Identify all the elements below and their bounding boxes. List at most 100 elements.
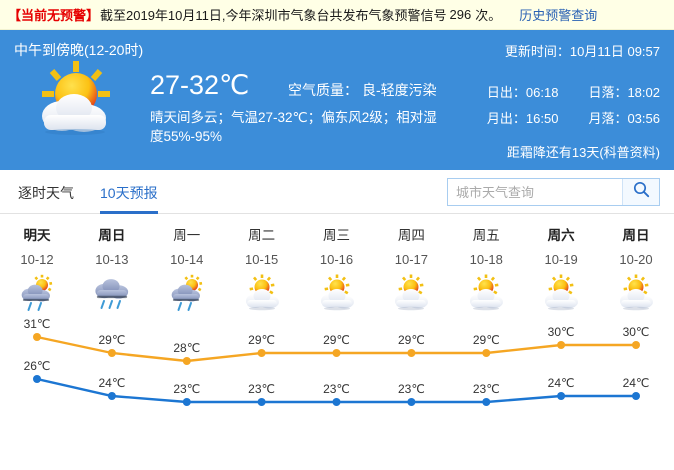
current-temperature: 27-32℃ [150, 70, 250, 100]
sun-behind-cloud-icon [453, 273, 519, 315]
temperature-point [332, 349, 341, 357]
temperature-label: 23℃ [173, 382, 200, 396]
alert-tag: 【当前无预警】 [8, 8, 100, 23]
temperature-label: 23℃ [473, 382, 500, 396]
forecast-day-name: 周三 [323, 228, 350, 243]
forecast-day-name: 周日 [622, 228, 650, 243]
sunset-label: 日落： [588, 85, 628, 100]
temperature-line [36, 377, 636, 404]
moonset-entry: 月落：03:56 [588, 108, 660, 127]
temperature-point [182, 398, 191, 406]
air-quality-value: 良-轻度污染 [362, 82, 437, 98]
moonrise-value: 16:50 [525, 111, 559, 126]
forecast-day-name: 周一 [173, 228, 201, 243]
sun-behind-cloud-icon [229, 273, 295, 315]
temperature-label: 30℃ [623, 325, 650, 339]
temperature-label: 29℃ [98, 333, 125, 347]
moonrise-label: 月出： [486, 111, 526, 126]
forecast-day-name: 周日 [98, 228, 126, 243]
temperature-point [482, 349, 491, 357]
temperature-label: 31℃ [24, 317, 51, 331]
alert-banner: 【当前无预警】 截至2019年10月11日,今年深圳市气象台共发布气象预警信号 … [0, 0, 674, 30]
forecast-day-date: 10-17 [394, 252, 428, 267]
temperature-label: 26℃ [24, 359, 51, 373]
temperature-label: 24℃ [98, 376, 125, 390]
alert-count: 296 [449, 7, 472, 22]
temperature-point [557, 341, 566, 349]
temperature-point [407, 349, 416, 357]
temperature-label: 29℃ [323, 333, 350, 347]
forecast-day-name: 周二 [248, 228, 276, 243]
sun-behind-cloud-icon [378, 273, 444, 315]
update-time: 更新时间：10月11日 09:57 [505, 41, 660, 60]
forecast-day-name: 周四 [397, 228, 425, 243]
forecast-day-column[interactable]: 周六 10-19 [528, 214, 594, 315]
forecast-day-column[interactable]: 周日 10-20 [603, 214, 669, 315]
forecast-day-column[interactable]: 周四 10-17 [378, 214, 444, 315]
temperature-point [33, 333, 41, 341]
temperature-point [257, 398, 266, 406]
temperature-label: 30℃ [548, 325, 575, 339]
alert-text: 截至2019年10月11日,今年深圳市气象台共发布气象预警信号 [100, 8, 447, 23]
cloud-shower-icon [79, 273, 145, 315]
sunset-value: 18:02 [627, 85, 660, 100]
temperature-point [182, 357, 191, 365]
forecast-day-column[interactable]: 周一 10-14 [154, 214, 220, 315]
forecast-day-date: 10-19 [544, 252, 578, 267]
solar-term-note[interactable]: 距霜降还有13天(科普资料) [506, 145, 660, 160]
temperature-label: 23℃ [398, 382, 425, 396]
forecast-day-name: 明天 [23, 228, 51, 243]
temperature-point [107, 392, 116, 400]
forecast-period-label: 中午到傍晚(12-20时) [14, 42, 144, 58]
temperature-label: 23℃ [323, 382, 350, 396]
forecast-day-column[interactable]: 周三 10-16 [304, 214, 370, 315]
forecast-day-date: 10-20 [619, 252, 653, 267]
sunset-entry: 日落：18:02 [588, 82, 660, 101]
sun-behind-cloud-icon [304, 273, 370, 315]
temperature-point [332, 398, 341, 406]
weather-description: 晴天间多云；气温27-32℃；偏东风2级；相对湿度55%-95% [150, 110, 437, 144]
temperature-label: 24℃ [623, 376, 650, 390]
tab-ten-day-forecast[interactable]: 10天预报 [100, 183, 158, 214]
search-input[interactable] [448, 179, 622, 205]
forecast-day-column[interactable]: 周二 10-15 [229, 214, 295, 315]
city-search-box [447, 178, 660, 206]
forecast-day-date: 10-16 [319, 252, 354, 267]
forecast-day-date: 10-13 [95, 252, 129, 267]
sun-behind-cloud-icon [22, 58, 130, 136]
ten-day-forecast: 明天 10-12 周日 10-13 周一 10-14 [0, 214, 674, 469]
temperature-point [482, 398, 491, 406]
tab-hourly-weather[interactable]: 逐时天气 [18, 185, 74, 201]
moonrise-entry: 月出：16:50 [487, 108, 559, 127]
sunrise-value: 06:18 [525, 85, 559, 100]
forecast-day-date: 10-14 [170, 252, 204, 267]
sunrise-label: 日出： [486, 85, 526, 100]
temperature-label: 28℃ [173, 341, 200, 355]
temperature-label: 29℃ [248, 333, 275, 347]
forecast-day-date: 10-12 [20, 252, 54, 267]
sun-cloud-shower-icon [154, 273, 220, 315]
history-alert-query-link[interactable]: 历史预警查询 [519, 8, 598, 23]
temperature-point [33, 375, 41, 383]
temperature-label: 24℃ [548, 376, 575, 390]
forecast-day-date: 10-15 [245, 252, 279, 267]
moonset-label: 月落： [588, 111, 628, 126]
forecast-day-column[interactable]: 周日 10-13 [79, 214, 145, 315]
temperature-point [632, 392, 640, 400]
sunrise-entry: 日出：06:18 [487, 82, 559, 101]
forecast-day-column[interactable]: 明天 10-12 [4, 214, 70, 315]
forecast-tabbar: 逐时天气 10天预报 [0, 170, 674, 214]
sun-moon-times: 日出：06:18 日落：18:02 月出：16:50 月落：03:56 [487, 82, 660, 127]
temperature-point [107, 349, 116, 357]
search-button[interactable] [622, 179, 659, 205]
temperature-point [557, 392, 566, 400]
moonset-value: 03:56 [627, 111, 660, 126]
forecast-day-name: 周五 [472, 228, 500, 243]
current-weather-panel: 中午到傍晚(12-20时) [0, 30, 674, 170]
update-time-value: 10月11日 09:57 [569, 44, 660, 59]
search-icon [633, 181, 650, 203]
temperature-label: 29℃ [398, 333, 425, 347]
alert-unit: 次。 [475, 8, 502, 23]
forecast-day-column[interactable]: 周五 10-18 [453, 214, 519, 315]
temperature-point [407, 398, 416, 406]
